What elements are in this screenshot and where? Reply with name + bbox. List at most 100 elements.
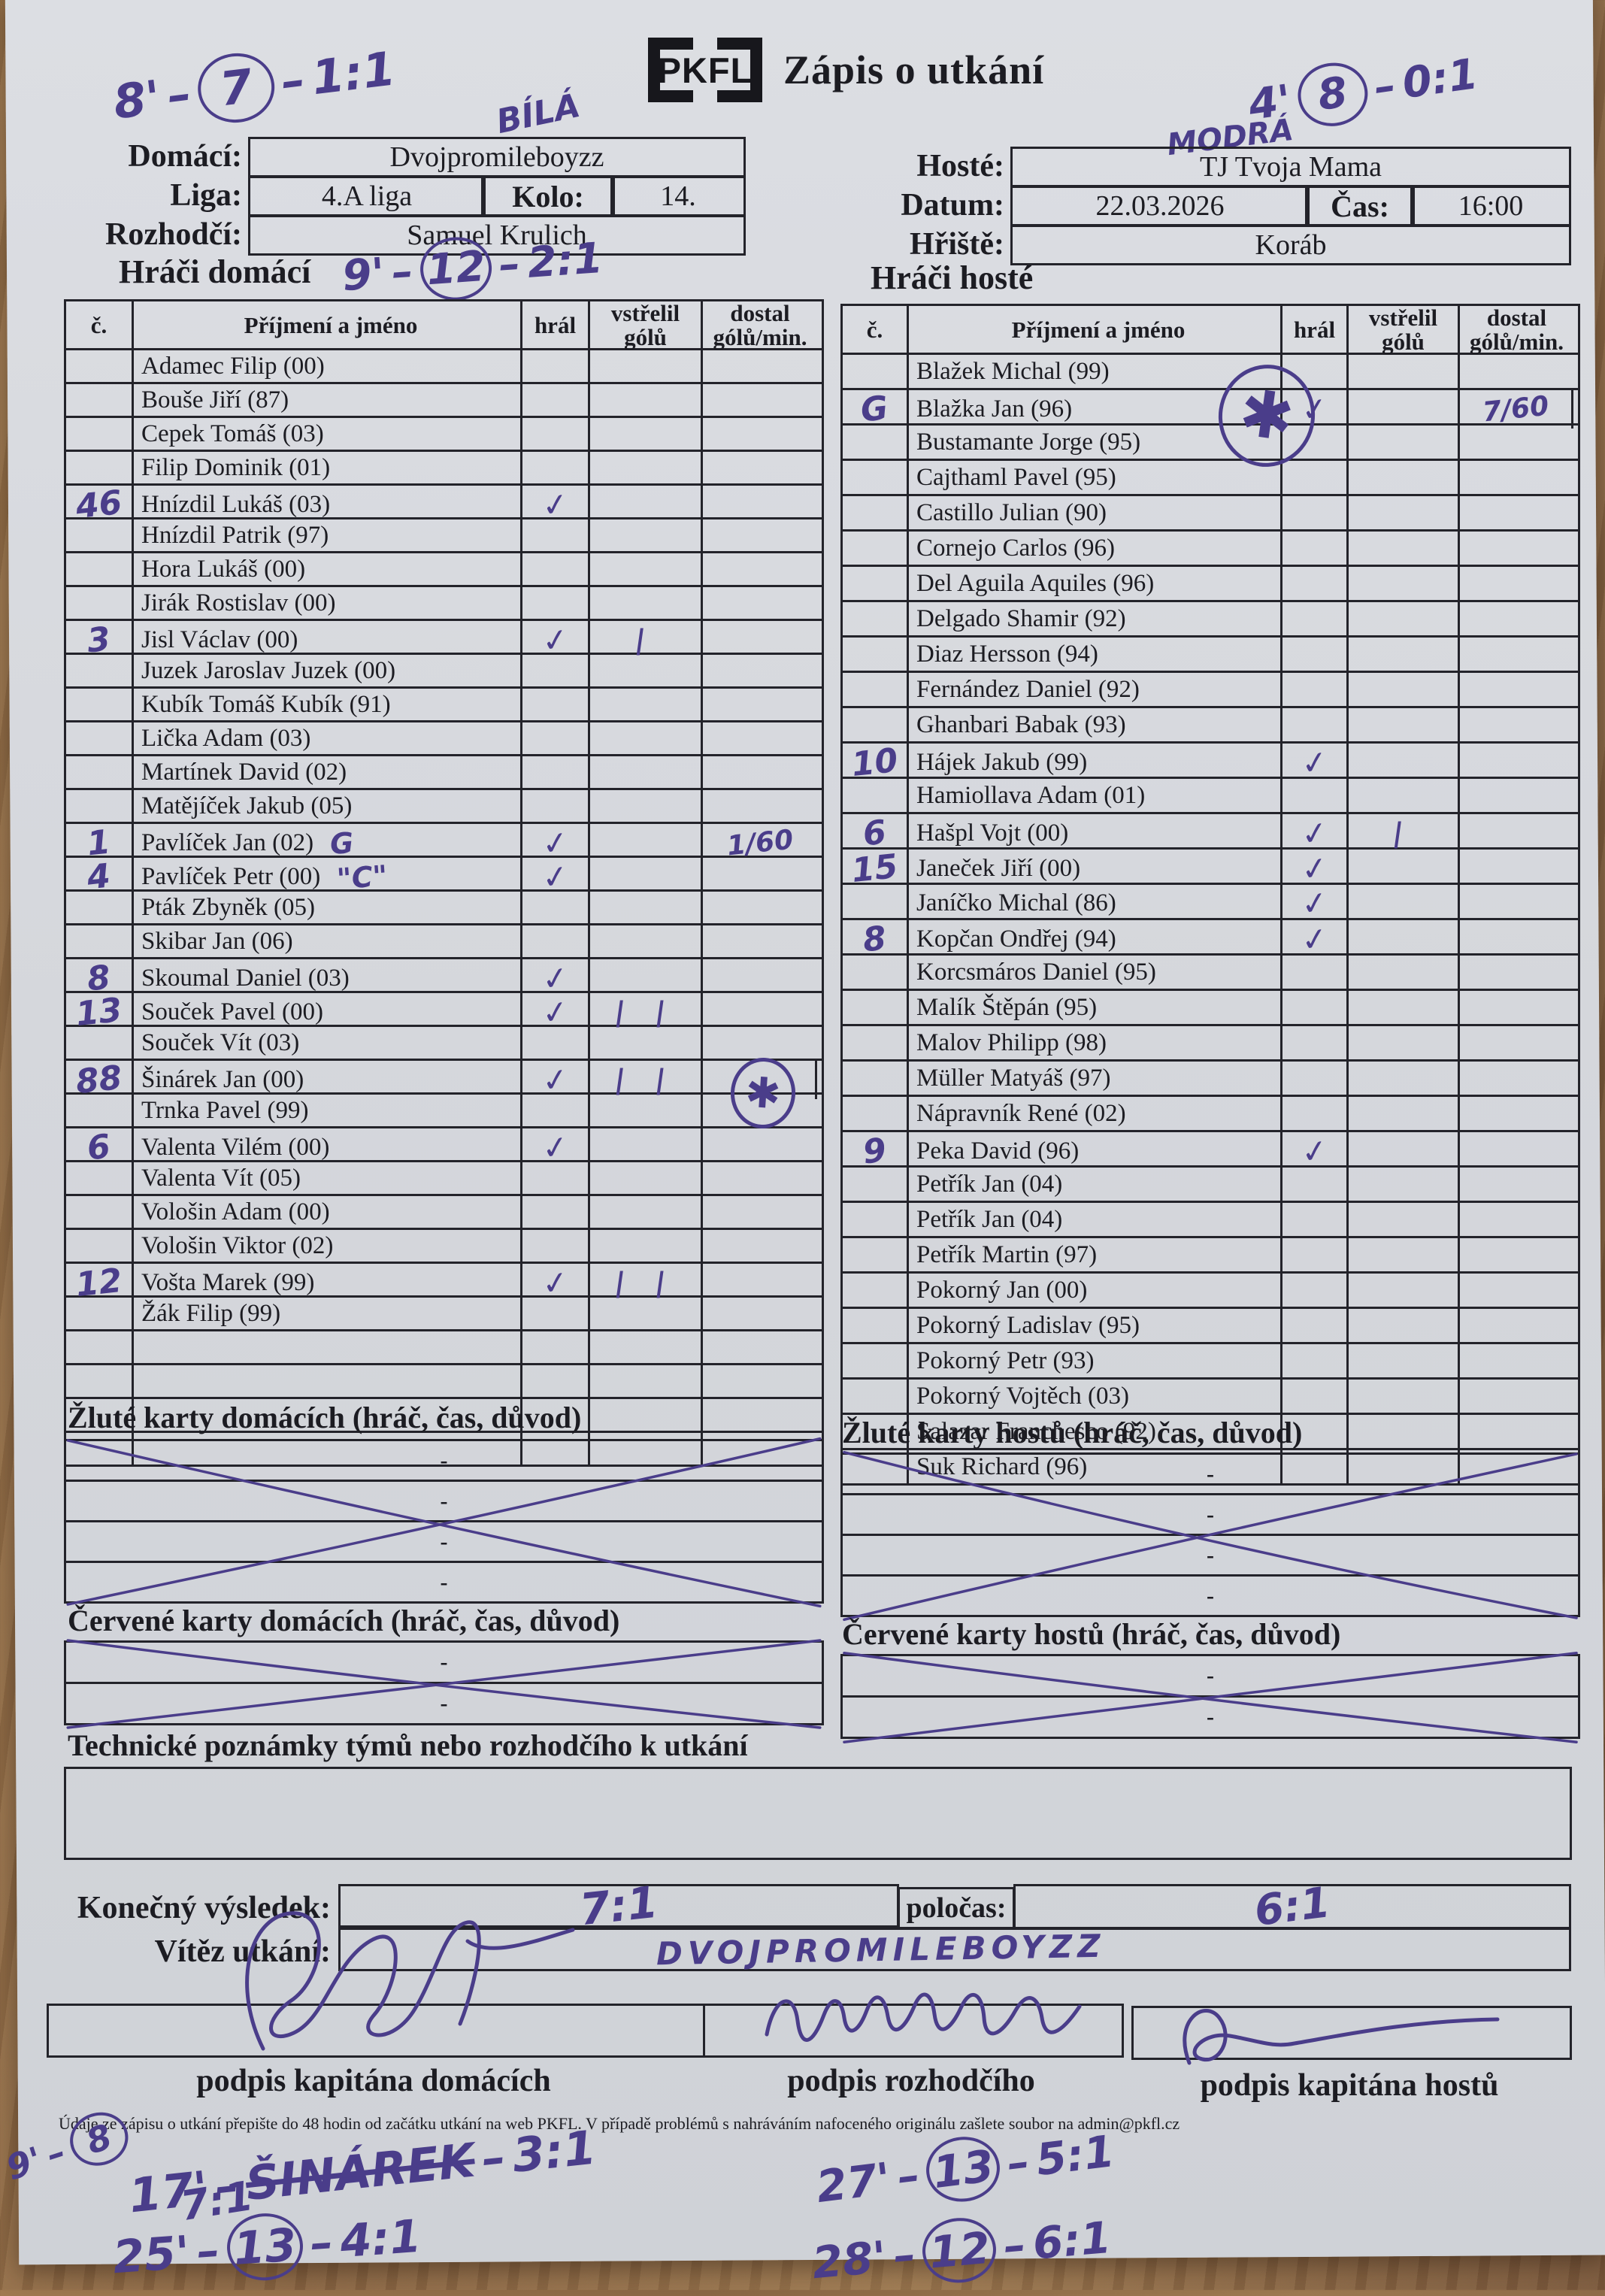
player-row (66, 1331, 822, 1365)
cell-number (843, 1026, 909, 1059)
cell-name: Nápravník René (02) (909, 1097, 1282, 1130)
player-row: 4 Pavlíček Petr (00) "C" ✓ (66, 857, 822, 897)
cell-scored (590, 689, 703, 720)
cell-number (843, 1274, 909, 1307)
cell-name: Kopčan Ondřej (94) (909, 920, 1282, 959)
cell-number (66, 452, 134, 483)
red-cards-home-label: Červené karty domácích (hráč, čas, důvod… (68, 1604, 620, 1637)
player-row: 12 Vošta Marek (99) ✓ | | (66, 1262, 822, 1304)
cell-played (1282, 602, 1349, 635)
cell-played (1282, 532, 1349, 565)
cell-name (134, 1399, 522, 1431)
player-name: Juzek Jaroslav Juzek (00) (141, 656, 396, 684)
cell-name: Vološin Adam (00) (134, 1196, 522, 1228)
table-header-row: č. Příjmení a jméno hrál vstřelil gólů dosta… (66, 301, 822, 350)
cell-played (522, 418, 590, 450)
player-name: Valenta Vít (05) (141, 1164, 301, 1192)
cell-number (66, 1298, 134, 1329)
cell-number: 6 (66, 1128, 134, 1168)
player-row: Pták Zbyněk (05) (66, 892, 822, 925)
player-name: Trnka Pavel (99) (141, 1096, 309, 1124)
cell-name: Salazar Franchesco (92) (909, 1415, 1282, 1448)
cell-number (843, 355, 909, 388)
player-name: Fernández Daniel (92) (916, 675, 1140, 703)
cell-name: Bustamante Jorge (95) (909, 426, 1282, 459)
player-row: Bustamante Jorge (95) (843, 426, 1578, 461)
cell-scored (1349, 426, 1460, 459)
player-row: G Blažka Jan (96) ✓ 7/60 ✱ (843, 358, 1578, 474)
player-name: Salazar Franchesco (92) (916, 1417, 1156, 1445)
cell-name: Fernández Daniel (92) (909, 673, 1282, 706)
cell-scored (590, 587, 703, 619)
cell-number (843, 779, 909, 812)
cell-number: 8 (66, 959, 134, 998)
cell-name: Cepek Tomáš (03) (134, 418, 522, 450)
goal-player-circled: 13 (922, 2132, 1004, 2207)
cell-scored (590, 1365, 703, 1397)
cell-played (522, 452, 590, 483)
goal-minute: 17' (126, 2160, 211, 2224)
goal-player-circled: 12 (919, 2215, 1000, 2286)
cell-number (66, 892, 134, 923)
player-row: Malík Štěpán (95) (843, 991, 1578, 1026)
cell-name: Janíčko Michal (86) (909, 885, 1282, 922)
player-name: Adamec Filip (00) (141, 352, 325, 380)
handwritten-goal-note: 27' –13–5:1 (813, 2119, 1118, 2219)
cell-played: ✓ (522, 1128, 590, 1168)
cell-number (66, 350, 134, 382)
cell-number (66, 1196, 134, 1228)
player-name: Malík Štěpán (95) (916, 993, 1098, 1021)
venue-value: Koráb (1010, 225, 1571, 265)
player-row: Juzek Jaroslav Juzek (00) (66, 655, 822, 689)
cell-number (843, 426, 909, 459)
cell-number (843, 673, 909, 706)
player-row: 3 Jisl Václav (00) ✓ | (66, 620, 822, 660)
player-row: Martínek David (02) (66, 756, 822, 790)
player-name: Petřík Jan (04) (916, 1170, 1063, 1198)
cell-name: Janeček Jiří (00) (909, 850, 1282, 888)
cell-scored (1349, 673, 1460, 706)
column-header-conceded: dostal gólů/min. (1470, 304, 1564, 355)
cell-name: Valenta Vilém (00) (134, 1128, 522, 1167)
cell-played (1282, 638, 1349, 671)
player-row: Petřík Martin (97) (843, 1238, 1578, 1274)
cell-number: 6 (843, 813, 909, 853)
cell-name: Diaz Hersson (94) (909, 638, 1282, 671)
cell-scored: | | (590, 1061, 703, 1099)
player-name: Petřík Jan (04) (916, 1205, 1063, 1233)
player-row: Janíčko Michal (86) ✓ (843, 883, 1578, 923)
cell-number (66, 1399, 134, 1431)
cell-played: ✓ (1282, 813, 1349, 853)
cell-played: ✓ (522, 620, 590, 660)
cell-played (522, 790, 590, 822)
cell-played (522, 1365, 590, 1397)
cell-scored (590, 1027, 703, 1059)
cell-played (522, 384, 590, 416)
cell-played (1282, 426, 1349, 459)
cell-number (66, 1027, 134, 1059)
cell-number (66, 1331, 134, 1363)
cell-number: 88 (66, 1059, 134, 1101)
cell-name: Jisl Václav (00) (134, 621, 522, 659)
player-row: 88 Šinárek Jan (00) ✓ | | ✱ (66, 1056, 822, 1131)
player-name: Jisl Václav (00) (141, 626, 298, 653)
player-row: Vološin Viktor (02) (66, 1230, 822, 1264)
yellow-cards-home-label: Žluté karty domácích (hráč, čas, důvod) (68, 1401, 582, 1434)
cell-scored (1349, 1415, 1460, 1448)
cell-name: Trnka Pavel (99) (134, 1095, 522, 1126)
guest-team-label: Hosté: (916, 149, 1004, 183)
cell-number (843, 638, 909, 671)
player-row: 9 Peka David (96) ✓ (843, 1131, 1578, 1171)
cell-played: ✓ (522, 857, 590, 897)
cell-played (1282, 1168, 1349, 1201)
cell-played: ✓ (1282, 883, 1349, 923)
player-row: 8 Skoumal Daniel (03) ✓ (66, 959, 822, 998)
player-row: 8 Kopčan Ondřej (94) ✓ (843, 919, 1578, 959)
cell-name: Hora Lukáš (00) (134, 553, 522, 585)
cell-scored (1349, 1238, 1460, 1271)
cell-played (522, 1196, 590, 1228)
cell-number (843, 1344, 909, 1377)
cell-number: 12 (66, 1262, 134, 1304)
player-row: Malov Philipp (98) (843, 1026, 1578, 1062)
